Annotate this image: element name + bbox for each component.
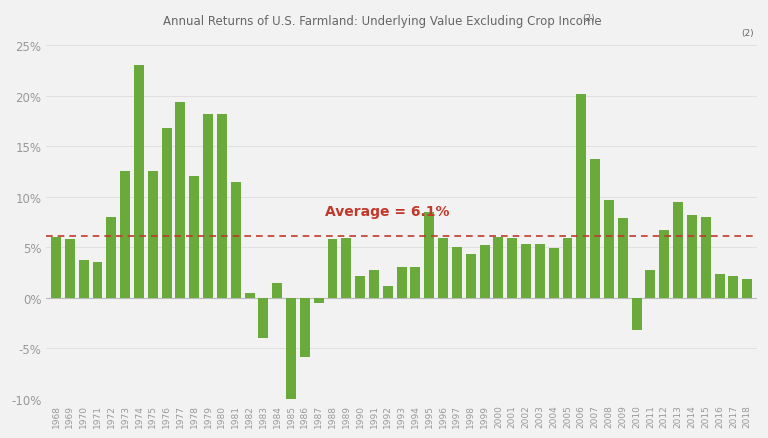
Bar: [438, 239, 448, 298]
Bar: [479, 246, 489, 298]
Bar: [369, 270, 379, 298]
Bar: [147, 172, 157, 298]
Bar: [604, 200, 614, 298]
Bar: [645, 270, 655, 298]
Bar: [659, 230, 669, 298]
Bar: [175, 102, 185, 298]
Bar: [493, 238, 503, 298]
Bar: [120, 172, 130, 298]
Bar: [341, 239, 351, 298]
Bar: [272, 283, 282, 298]
Bar: [300, 298, 310, 357]
Bar: [576, 94, 586, 298]
Bar: [65, 240, 74, 298]
Bar: [742, 279, 752, 298]
Bar: [106, 217, 116, 298]
Bar: [535, 245, 545, 298]
Bar: [687, 215, 697, 298]
Bar: [617, 219, 627, 298]
Bar: [562, 239, 572, 298]
Bar: [714, 274, 724, 298]
Bar: [313, 298, 323, 303]
Bar: [244, 293, 254, 298]
Bar: [355, 276, 365, 298]
Bar: [700, 217, 710, 298]
Bar: [728, 276, 738, 298]
Bar: [217, 114, 227, 298]
Bar: [189, 177, 199, 298]
Text: Average = 6.1%: Average = 6.1%: [325, 205, 449, 219]
Bar: [78, 261, 88, 298]
Bar: [396, 267, 406, 298]
Bar: [92, 263, 102, 298]
Bar: [161, 129, 171, 298]
Bar: [134, 66, 144, 298]
Bar: [673, 202, 683, 298]
Bar: [631, 298, 641, 331]
Bar: [465, 255, 475, 298]
Bar: [452, 248, 462, 298]
Bar: [507, 239, 517, 298]
Bar: [521, 245, 531, 298]
Bar: [286, 298, 296, 401]
Bar: [203, 114, 213, 298]
Bar: [51, 238, 61, 298]
Bar: [424, 212, 434, 298]
Text: (2): (2): [741, 28, 754, 38]
Bar: [548, 249, 558, 298]
Bar: [410, 267, 420, 298]
Bar: [258, 298, 268, 339]
Bar: [230, 182, 240, 298]
Bar: [590, 160, 600, 298]
Text: Annual Returns of U.S. Farmland: Underlying Value Excluding Crop Income: Annual Returns of U.S. Farmland: Underly…: [163, 15, 605, 28]
Text: (2): (2): [582, 14, 594, 23]
Bar: [327, 240, 337, 298]
Bar: [382, 286, 392, 298]
